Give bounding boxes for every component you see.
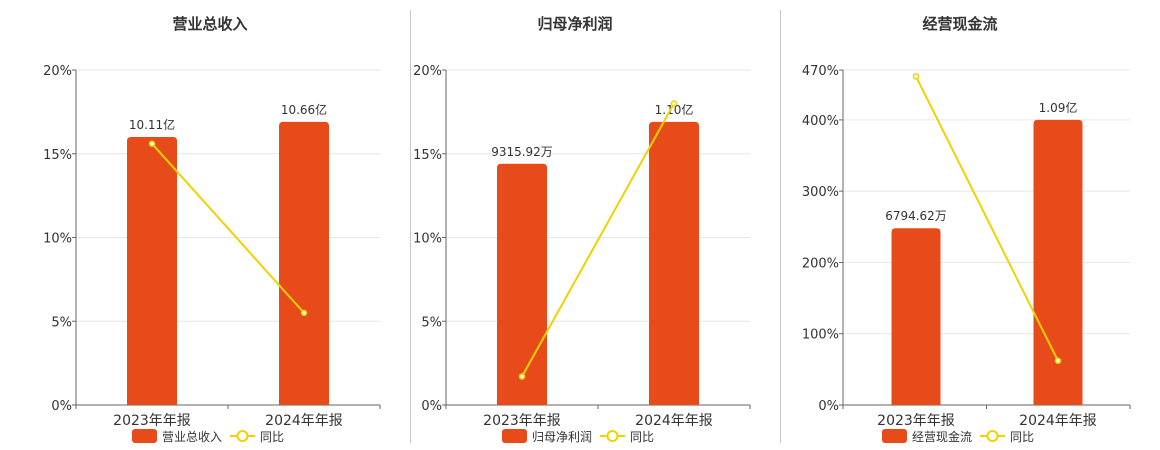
y-tick-label: 0% xyxy=(421,399,442,414)
legend-line-label: 同比 xyxy=(1010,430,1034,444)
y-tick-label: 10% xyxy=(413,232,442,247)
legend-line-marker xyxy=(236,430,249,442)
bar-value-label: 9315.92万 xyxy=(491,145,553,159)
y-tick-label: 300% xyxy=(802,185,839,200)
bar-value-label: 6794.62万 xyxy=(885,209,947,223)
line-series xyxy=(521,103,675,378)
y-tick-label: 20% xyxy=(413,64,442,79)
legend-bar-label: 归母净利润 xyxy=(532,430,592,444)
legend-line-marker xyxy=(986,430,999,442)
x-tick-label: 2023年年报 xyxy=(877,413,955,429)
bar-value-label: 1.10亿 xyxy=(655,102,694,117)
line-point xyxy=(300,309,308,317)
line-point xyxy=(1054,357,1062,365)
chart-panel-2: 归母净利润 0% 5% 10% 15% 20% 2023年年报 2024年年报 9315.92万… xyxy=(413,15,751,444)
y-tick-label: 100% xyxy=(802,328,839,343)
line-point xyxy=(670,100,678,107)
legend-bar-swatch xyxy=(502,429,527,443)
line-series xyxy=(151,143,305,314)
bar-value-label: 10.66亿 xyxy=(281,102,327,117)
line-point xyxy=(518,373,526,380)
legend-bar-swatch xyxy=(882,429,907,443)
bar-value-label: 10.11亿 xyxy=(129,117,175,132)
line-series xyxy=(915,75,1059,362)
legend-bar-label: 营业总收入 xyxy=(162,430,222,444)
legend-bar-label: 经营现金流 xyxy=(912,429,972,444)
chart-panel-3: 经营现金流 0% 100% 200% 300% 400% 470% 2023年年报 2024年年… xyxy=(802,15,1131,444)
y-tick-label: 10% xyxy=(43,232,72,247)
y-tick-label: 0% xyxy=(51,399,72,414)
y-tick-label: 200% xyxy=(802,256,839,271)
x-tick-label: 2024年年报 xyxy=(265,413,343,429)
y-tick-label: 15% xyxy=(43,148,72,163)
bar xyxy=(891,228,941,405)
y-tick-label: 5% xyxy=(51,315,72,330)
bar xyxy=(1033,119,1083,405)
x-tick-label: 2024年年报 xyxy=(635,413,713,429)
bar-value-label: 1.09亿 xyxy=(1039,100,1078,115)
bar xyxy=(279,121,329,406)
y-tick-label: 400% xyxy=(802,114,839,129)
y-tick-label: 20% xyxy=(43,64,72,79)
y-tick-label: 470% xyxy=(802,64,839,79)
bar xyxy=(497,163,547,405)
chart-panel-1: 营业总收入 0% 5% 10% 15% 20% 2023年年报 2024年年报 10.11亿 10… xyxy=(43,15,381,444)
chart-title: 营业总收入 xyxy=(172,15,247,33)
bar xyxy=(649,121,699,406)
legend-line-label: 同比 xyxy=(630,430,654,444)
x-tick-label: 2023年年报 xyxy=(113,413,191,429)
y-tick-label: 15% xyxy=(413,148,442,163)
bar xyxy=(127,137,177,405)
y-tick-label: 0% xyxy=(818,399,839,414)
y-tick-label: 5% xyxy=(421,315,442,330)
legend-bar-swatch xyxy=(132,429,157,443)
x-tick-label: 2023年年报 xyxy=(483,413,561,429)
legend-line-label: 同比 xyxy=(260,430,284,444)
line-point xyxy=(912,73,920,80)
panel-divider xyxy=(410,10,411,443)
panel-divider xyxy=(780,10,781,443)
chart-title: 经营现金流 xyxy=(922,15,997,33)
legend-line-marker xyxy=(606,430,619,442)
x-tick-label: 2024年年报 xyxy=(1019,413,1097,429)
chart-title: 归母净利润 xyxy=(537,15,612,33)
line-point xyxy=(148,140,156,147)
